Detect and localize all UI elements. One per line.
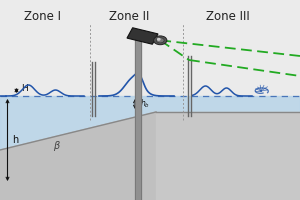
Circle shape: [154, 36, 167, 45]
Text: H: H: [21, 84, 28, 93]
Polygon shape: [0, 112, 156, 200]
Polygon shape: [127, 28, 158, 44]
Circle shape: [158, 39, 160, 40]
Text: $h_b$: $h_b$: [140, 98, 149, 110]
Circle shape: [156, 38, 164, 43]
Text: h: h: [12, 135, 18, 145]
Text: Zone I: Zone I: [23, 9, 61, 22]
Text: Zone II: Zone II: [109, 9, 149, 22]
Text: Zone III: Zone III: [206, 9, 250, 22]
Text: $\beta$: $\beta$: [53, 139, 61, 153]
